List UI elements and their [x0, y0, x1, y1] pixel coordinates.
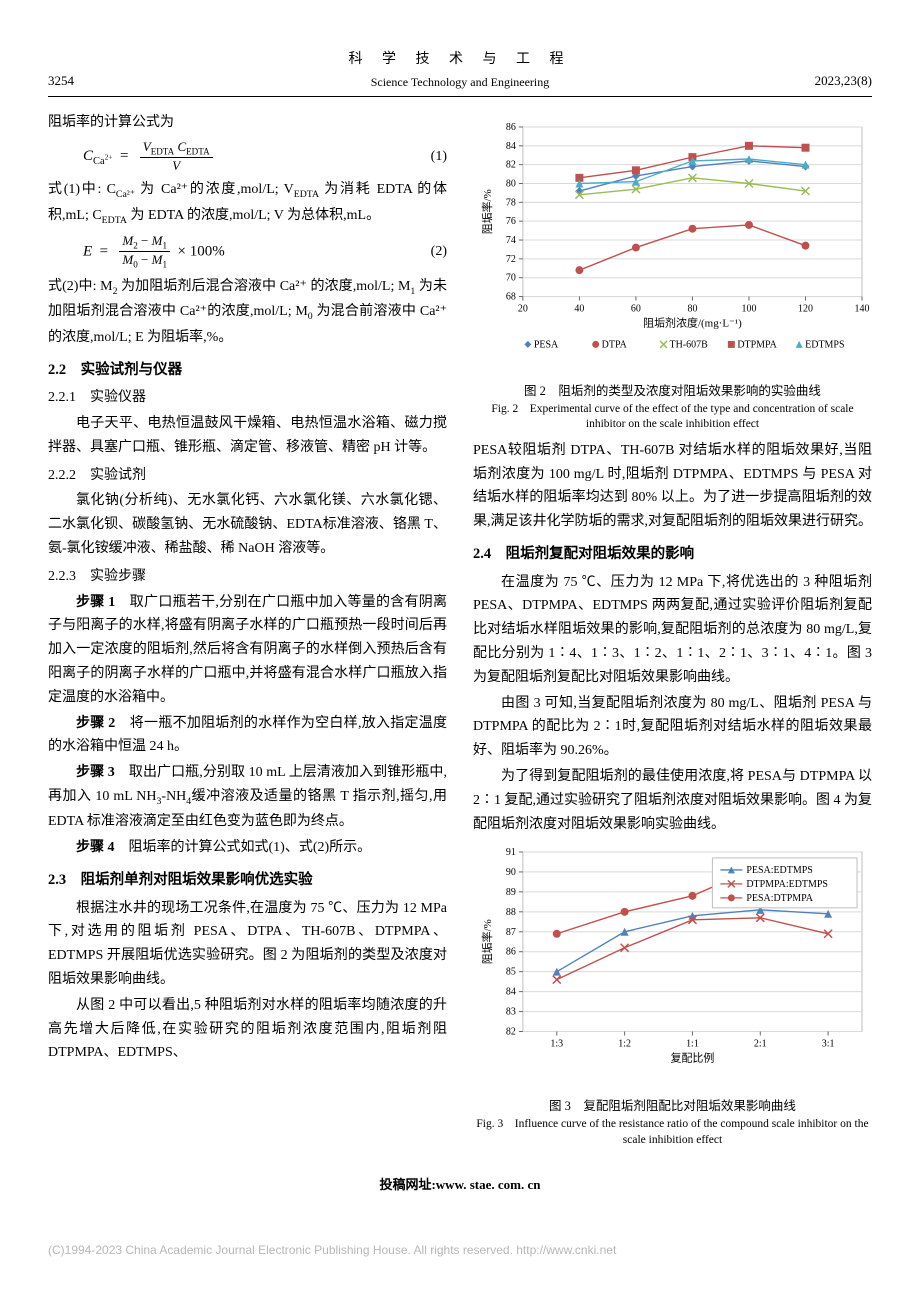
svg-text:60: 60	[631, 304, 641, 315]
step-4: 步骤 4 阻垢率的计算公式如式(1)、式(2)所示。	[48, 836, 447, 860]
page-number: 3254	[48, 70, 74, 92]
svg-text:89: 89	[506, 887, 516, 898]
svg-text:EDTMPS: EDTMPS	[805, 340, 844, 351]
text: 从图 2 中可以看出,5 种阻垢剂对水样的阻垢率均随浓度的升高先增大后降低,在实…	[48, 994, 447, 1065]
figure-3-caption-en: Fig. 3 Influence curve of the resistance…	[473, 1117, 872, 1148]
step-1: 步骤 1 取广口瓶若干,分别在广口瓶中加入等量的含有阴离子与阳离子的水样,将盛有…	[48, 591, 447, 710]
step-2: 步骤 2 将一瓶不加阻垢剂的水样作为空白样,放入指定温度的水浴箱中恒温 24 h…	[48, 712, 447, 760]
text: 阻垢率的计算公式为	[48, 111, 447, 135]
svg-text:1:1: 1:1	[686, 1039, 699, 1050]
svg-text:2:1: 2:1	[754, 1039, 767, 1050]
svg-text:85: 85	[506, 967, 516, 978]
issue-label: 2023,23(8)	[815, 70, 872, 92]
page-header: 3254 科 学 技 术 与 工 程 Science Technology an…	[48, 48, 872, 97]
text: 由图 3 可知,当复配阻垢剂浓度为 80 mg/L、阻垢剂 PESA 与 DTP…	[473, 692, 872, 763]
svg-text:阻垢剂浓度/(mg·L⁻¹): 阻垢剂浓度/(mg·L⁻¹)	[643, 316, 742, 330]
svg-text:82: 82	[506, 160, 516, 171]
svg-text:84: 84	[506, 987, 516, 998]
svg-text:阻垢率/%: 阻垢率/%	[480, 189, 494, 234]
svg-text:3:1: 3:1	[822, 1039, 835, 1050]
svg-text:72: 72	[506, 254, 516, 265]
figure-2-caption-cn: 图 2 阻垢剂的类型及浓度对阻垢效果影响的实验曲线	[473, 381, 872, 402]
eq1-number: (1)	[407, 145, 447, 169]
text: 式(1)中: CCa²⁺ 为 Ca²⁺的浓度,mol/L; VEDTA 为消耗 …	[48, 178, 447, 229]
svg-text:140: 140	[855, 304, 870, 315]
text: 式(2)中: M2 为加阻垢剂后混合溶液中 Ca²⁺ 的浓度,mol/L; M1…	[48, 275, 447, 350]
svg-text:80: 80	[687, 304, 697, 315]
submission-url: 投稿网址:www. stae. com. cn	[48, 1174, 872, 1196]
svg-text:86: 86	[506, 122, 516, 133]
svg-text:PESA:EDTMPS: PESA:EDTMPS	[746, 865, 812, 876]
svg-text:40: 40	[574, 304, 584, 315]
subsection-2-2-2: 2.2.2 实验试剂	[48, 464, 447, 488]
section-2-4: 2.4 阻垢剂复配对阻垢效果的影响	[473, 542, 872, 567]
section-2-3: 2.3 阻垢剂单剂对阻垢效果影响优选实验	[48, 868, 447, 893]
svg-text:83: 83	[506, 1007, 516, 1018]
text: 氯化钠(分析纯)、无水氯化钙、六水氯化镁、六水氯化锶、二水氯化钡、碳酸氢钠、无水…	[48, 489, 447, 560]
svg-text:PESA: PESA	[534, 340, 559, 351]
svg-text:91: 91	[506, 847, 516, 858]
svg-text:86: 86	[506, 947, 516, 958]
svg-text:84: 84	[506, 141, 516, 152]
subsection-2-2-3: 2.2.3 实验步骤	[48, 565, 447, 589]
text: 在温度为 75 ℃、压力为 12 MPa 下,将优选出的 3 种阻垢剂 PESA…	[473, 571, 872, 690]
section-2-2: 2.2 实验试剂与仪器	[48, 358, 447, 383]
svg-text:68: 68	[506, 292, 516, 303]
text: 电子天平、电热恒温鼓风干燥箱、电热恒温水浴箱、磁力搅拌器、具塞广口瓶、锥形瓶、滴…	[48, 412, 447, 460]
subsection-2-2-1: 2.2.1 实验仪器	[48, 386, 447, 410]
left-column: 阻垢率的计算公式为 CCa2+ = VEDTA CEDTAV (1) 式(1)中…	[48, 111, 447, 1154]
equation-1: CCa2+ = VEDTA CEDTAV (1)	[83, 139, 447, 174]
step-3: 步骤 3 取出广口瓶,分别取 10 mL 上层清液加入到锥形瓶中,再加入 10 …	[48, 761, 447, 834]
svg-text:87: 87	[506, 927, 516, 938]
figure-2-chart: 68 70 72 74 76 78 80 82 84 86 20 40 60 80 100 120 140 阻垢剂…	[473, 117, 872, 376]
journal-title-en: Science Technology and Engineering	[48, 72, 872, 92]
svg-text:阻垢率/%: 阻垢率/%	[480, 920, 494, 965]
svg-text:76: 76	[506, 216, 516, 227]
eq2-number: (2)	[407, 240, 447, 264]
svg-text:74: 74	[506, 235, 516, 246]
journal-title-cn: 科 学 技 术 与 工 程	[48, 48, 872, 72]
svg-text:70: 70	[506, 273, 516, 284]
svg-text:DTPMPA: DTPMPA	[737, 340, 777, 351]
svg-text:120: 120	[798, 304, 813, 315]
copyright-watermark: (C)1994-2023 China Academic Journal Elec…	[0, 1240, 920, 1272]
svg-text:复配比例: 复配比例	[671, 1051, 715, 1065]
svg-text:90: 90	[506, 867, 516, 878]
svg-text:100: 100	[741, 304, 756, 315]
figure-3-chart: 82 83 84 85 86 87 88 89 90 91 1:3 1:2 1:1 2:1 3:1 复配比例 阻…	[473, 842, 872, 1091]
svg-text:88: 88	[506, 907, 516, 918]
svg-text:1:3: 1:3	[550, 1039, 563, 1050]
equation-2: E = M2 − M1M0 − M1 × 100% (2)	[83, 233, 447, 271]
svg-text:20: 20	[518, 304, 528, 315]
svg-text:TH-607B: TH-607B	[670, 340, 709, 351]
figure-2-caption-en: Fig. 2 Experimental curve of the effect …	[473, 402, 872, 433]
svg-text:PESA:DTPMPA: PESA:DTPMPA	[746, 893, 813, 904]
svg-text:82: 82	[506, 1027, 516, 1038]
right-column: 68 70 72 74 76 78 80 82 84 86 20 40 60 80 100 120 140 阻垢剂…	[473, 111, 872, 1154]
figure-3-caption-cn: 图 3 复配阻垢剂阻配比对阻垢效果影响曲线	[473, 1096, 872, 1117]
text: PESA较阻垢剂 DTPA、TH-607B 对结垢水样的阻垢效果好,当阻垢剂浓度…	[473, 439, 872, 534]
text: 根据注水井的现场工况条件,在温度为 75 ℃、压力为 12 MPa 下,对选用的…	[48, 897, 447, 992]
svg-text:DTPMPA:EDTMPS: DTPMPA:EDTMPS	[746, 879, 828, 890]
svg-text:78: 78	[506, 198, 516, 209]
svg-text:80: 80	[506, 179, 516, 190]
svg-text:DTPA: DTPA	[602, 340, 628, 351]
text: 为了得到复配阻垢剂的最佳使用浓度,将 PESA与 DTPMPA 以 2∶1 复配…	[473, 765, 872, 836]
svg-text:1:2: 1:2	[618, 1039, 631, 1050]
